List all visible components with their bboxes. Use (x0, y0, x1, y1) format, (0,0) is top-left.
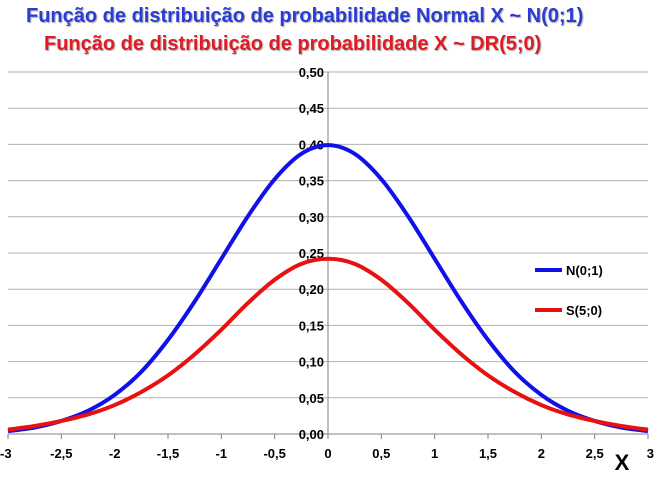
x-tick-label: -0,5 (263, 446, 285, 461)
y-tick-label: 0,50 (299, 65, 324, 80)
x-tick-label: -2 (109, 446, 121, 461)
y-tick-label: 0,35 (299, 174, 324, 189)
axes (7, 72, 649, 439)
series-line-1 (7, 256, 649, 432)
y-tick-label: 0,40 (299, 137, 324, 152)
x-tick-label: -1,5 (157, 446, 179, 461)
x-tick-label: -2,5 (50, 446, 72, 461)
x-tick-label: 1,5 (479, 446, 497, 461)
y-tick-label: 0,00 (299, 427, 324, 442)
y-tick-label: 0,10 (299, 355, 324, 370)
x-tick-label: 2 (538, 446, 545, 461)
x-axis-label: X (615, 450, 630, 475)
series-lines (7, 143, 649, 434)
chart-title: Função de distribuição de probabilidade … (26, 5, 584, 27)
legend-label: S(5;0) (566, 303, 602, 318)
y-tick-label: 0,15 (299, 318, 324, 333)
legend: N(0;1) S(5;0) (535, 263, 603, 318)
x-tick-label: -3 (0, 446, 12, 461)
y-tick-label: 0,25 (299, 246, 324, 261)
x-tick-label: 2,5 (586, 446, 604, 461)
x-tick-label: 0 (324, 446, 331, 461)
x-tick-labels: -3 -2,5 -2 -1,5 -1 -0,5 0 0,5 1 1,5 2 2,5 3 (0, 446, 654, 461)
x-tick-label: 1 (431, 446, 438, 461)
y-tick-label: 0,20 (299, 282, 324, 297)
y-tick-label: 0,05 (299, 391, 324, 406)
x-tick-label: -1 (216, 446, 228, 461)
y-tick-labels: 0,00 0,05 0,10 0,15 0,20 0,25 0,30 0,35 0,40 0,45… (299, 65, 324, 442)
y-tick-label: 0,45 (299, 101, 324, 116)
y-tick-label: 0,30 (299, 210, 324, 225)
x-tick-label: 0,5 (372, 446, 390, 461)
legend-label: N(0;1) (566, 263, 603, 278)
series-line-0 (7, 143, 649, 434)
x-tick-label: 3 (647, 446, 654, 461)
chart-subtitle: Função de distribuição de probabilidade … (44, 33, 542, 55)
